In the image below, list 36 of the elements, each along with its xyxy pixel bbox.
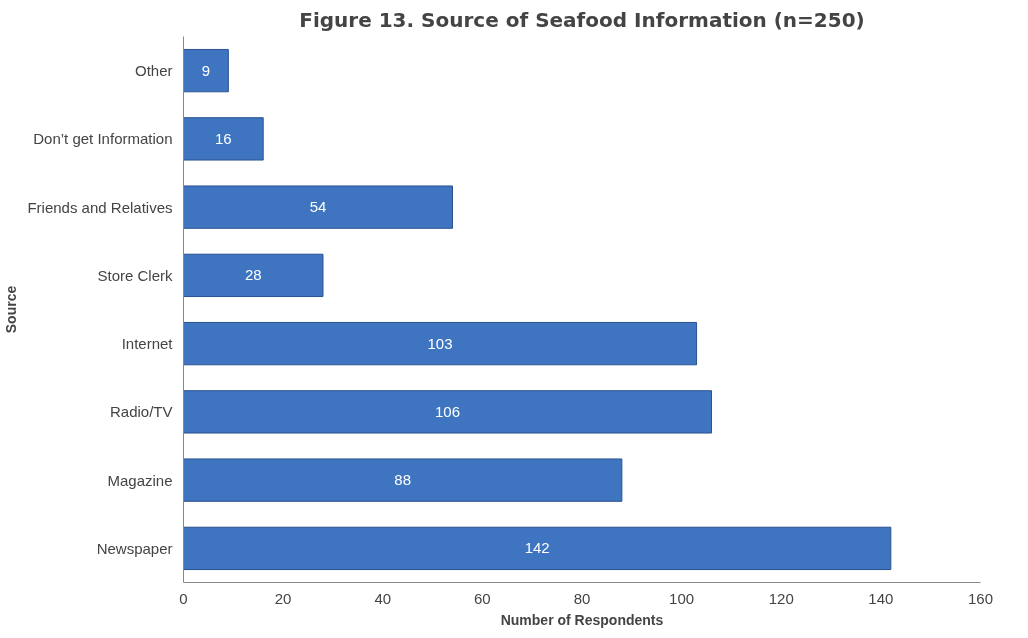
bar — [183, 458, 623, 502]
data-label: 142 — [524, 539, 550, 557]
y-tick-label: Store Clerk — [97, 266, 173, 284]
x-tick-label: 100 — [669, 589, 695, 607]
x-tick-label: 80 — [573, 589, 591, 607]
bar — [183, 117, 264, 161]
y-tick-label: Don’t get Information — [33, 130, 173, 148]
chart-title: Figure 13. Source of Seafood Information (n=250) — [299, 7, 865, 32]
bar — [183, 48, 229, 93]
data-label: 103 — [427, 334, 453, 352]
bar — [183, 390, 713, 434]
y-tick-label: Magazine — [107, 471, 173, 489]
x-tick-label: 140 — [868, 589, 894, 607]
data-label: 54 — [309, 198, 327, 216]
data-label: 88 — [394, 471, 412, 489]
bar — [183, 253, 324, 298]
x-tick-label: 60 — [474, 589, 491, 607]
x-tick-label: 160 — [967, 589, 994, 607]
x-tick-label: 40 — [374, 589, 392, 607]
y-tick-label: Friends and Relatives — [27, 198, 173, 216]
x-axis-title: Number of Respondents — [500, 611, 664, 628]
y-tick-label: Other — [134, 62, 173, 80]
bar — [183, 526, 892, 571]
x-tick-label: 0 — [179, 589, 188, 607]
data-label: 28 — [244, 266, 262, 284]
y-axis-title: Source — [3, 285, 20, 334]
bar — [183, 185, 453, 229]
x-tick-label: 20 — [274, 589, 292, 607]
data-label: 16 — [215, 129, 232, 147]
data-label: 106 — [434, 402, 461, 420]
y-tick-label: Internet — [121, 335, 174, 353]
y-tick-label: Radio/TV — [109, 403, 173, 421]
bar — [183, 321, 698, 366]
y-tick-label: Newspaper — [96, 539, 173, 557]
x-tick-label: 120 — [768, 589, 794, 607]
data-label: 9 — [201, 61, 211, 79]
